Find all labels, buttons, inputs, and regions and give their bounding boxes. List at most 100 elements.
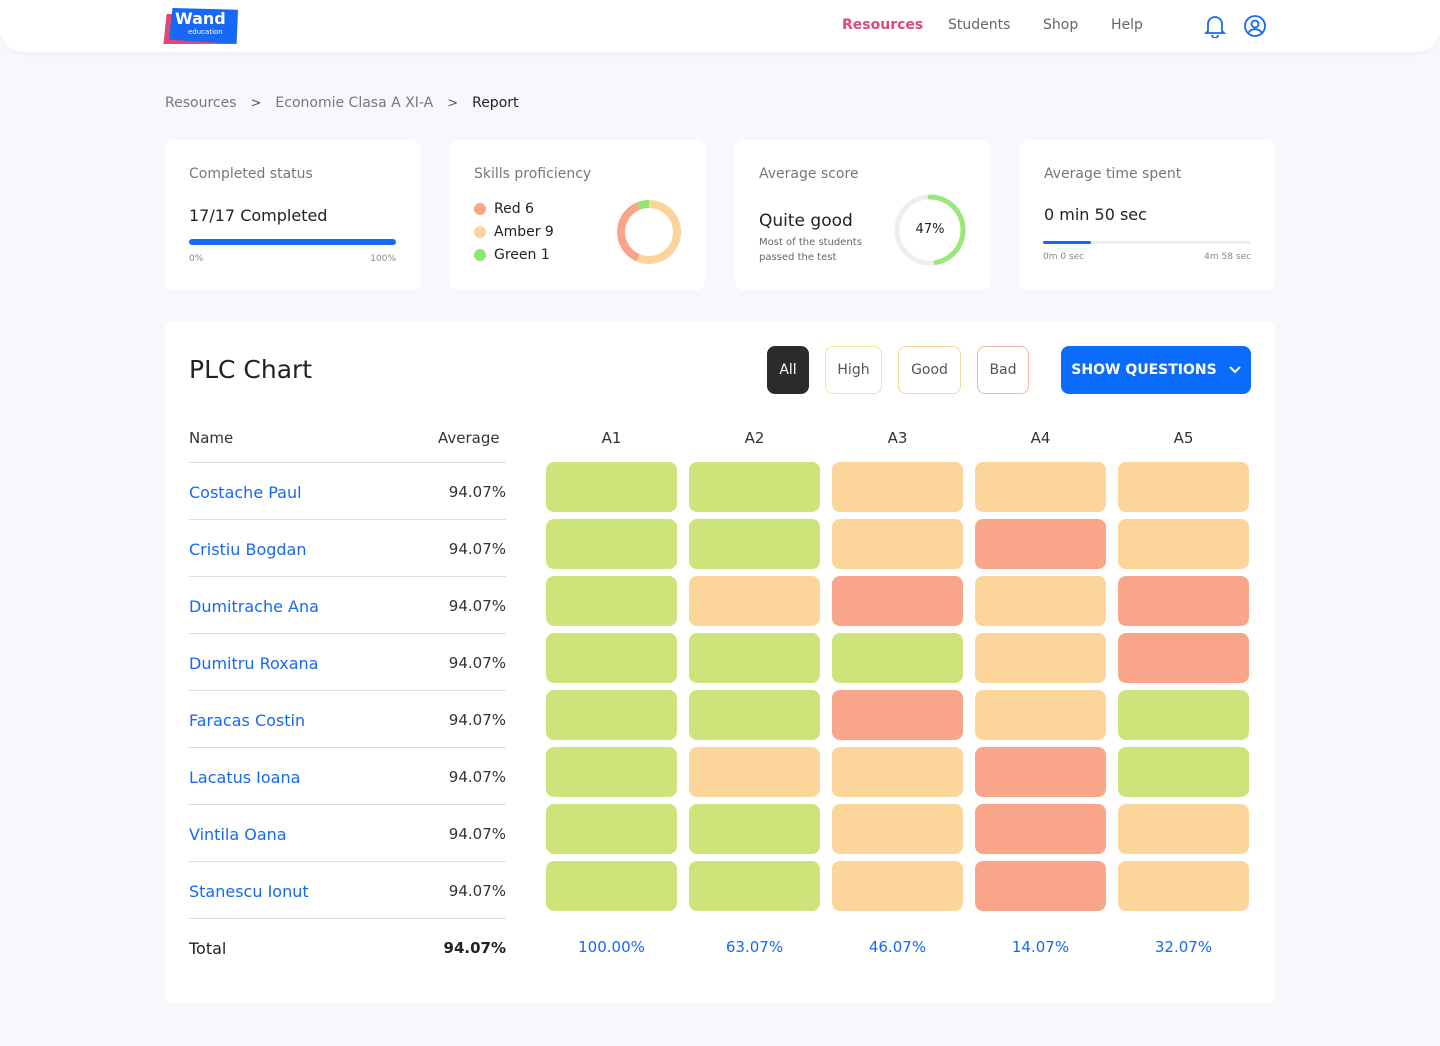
- question-total[interactable]: 14.07%: [1011, 938, 1070, 956]
- wand-logo[interactable]: Wand education: [163, 8, 238, 44]
- score-desc: Most of the students: [759, 237, 862, 248]
- column-header-a5: A5: [1173, 429, 1194, 447]
- score-cell[interactable]: [832, 462, 963, 512]
- completed-value: 17/17 Completed: [189, 206, 328, 225]
- filter-good[interactable]: Good: [898, 346, 961, 394]
- score-cell[interactable]: [546, 690, 677, 740]
- student-name-link[interactable]: Stanescu Ionut: [189, 882, 309, 901]
- legend-amber: Amber 9: [474, 224, 554, 240]
- score-cell[interactable]: [546, 861, 677, 911]
- student-average: 94.07%: [448, 483, 506, 501]
- score-cell[interactable]: [1118, 576, 1249, 626]
- total-row: Total 94.07%: [189, 918, 506, 978]
- score-cell[interactable]: [1118, 462, 1249, 512]
- bell-icon[interactable]: [1204, 14, 1226, 38]
- score-cell[interactable]: [689, 804, 820, 854]
- table-row: Costache Paul 94.07%: [189, 462, 506, 519]
- student-name-link[interactable]: Cristiu Bogdan: [189, 540, 307, 559]
- legend-red: Red 6: [474, 201, 534, 217]
- score-cell[interactable]: [832, 804, 963, 854]
- score-cell[interactable]: [975, 804, 1106, 854]
- plc-chart-panel: PLC Chart All High Good Bad SHOW QUESTIO…: [165, 322, 1275, 1003]
- time-value: 0 min 50 sec: [1044, 205, 1147, 224]
- ring-fill: [894, 194, 966, 266]
- nav-students[interactable]: Students: [948, 17, 1011, 33]
- question-total[interactable]: 63.07%: [725, 938, 784, 956]
- card-title: Average score: [759, 166, 859, 182]
- score-cell[interactable]: [546, 804, 677, 854]
- student-average: 94.07%: [448, 540, 506, 558]
- score-cell[interactable]: [975, 861, 1106, 911]
- score-cell[interactable]: [546, 576, 677, 626]
- score-cell[interactable]: [689, 462, 820, 512]
- score-cell[interactable]: [546, 633, 677, 683]
- card-title: Skills proficiency: [474, 166, 592, 182]
- button-label: SHOW QUESTIONS: [1071, 362, 1217, 378]
- score-cell[interactable]: [689, 576, 820, 626]
- score-cell[interactable]: [832, 861, 963, 911]
- score-cell[interactable]: [689, 690, 820, 740]
- score-cell[interactable]: [546, 462, 677, 512]
- chevron-down-icon: [1228, 366, 1241, 374]
- score-cell[interactable]: [975, 462, 1106, 512]
- score-cell[interactable]: [975, 633, 1106, 683]
- table-row: Dumitrache Ana 94.07%: [189, 576, 506, 633]
- nav-shop[interactable]: Shop: [1043, 17, 1079, 33]
- score-cell[interactable]: [832, 633, 963, 683]
- table-row: Faracas Costin 94.07%: [189, 690, 506, 747]
- user-profile-icon[interactable]: [1243, 14, 1267, 38]
- score-cell[interactable]: [546, 747, 677, 797]
- student-average: 94.07%: [448, 597, 506, 615]
- score-cell[interactable]: [975, 690, 1106, 740]
- breadcrumb-class[interactable]: Economie Clasa A XI-A: [275, 95, 434, 111]
- student-name-link[interactable]: Faracas Costin: [189, 711, 306, 730]
- filter-bad[interactable]: Bad: [977, 346, 1029, 394]
- table-row: Cristiu Bogdan 94.07%: [189, 519, 506, 576]
- score-cell[interactable]: [689, 861, 820, 911]
- score-cell[interactable]: [1118, 861, 1249, 911]
- score-cell[interactable]: [1118, 633, 1249, 683]
- score-cell[interactable]: [832, 747, 963, 797]
- score-cell[interactable]: [975, 747, 1106, 797]
- score-cell[interactable]: [1118, 747, 1249, 797]
- score-cell[interactable]: [975, 519, 1106, 569]
- score-cell[interactable]: [1118, 519, 1249, 569]
- nav-resources[interactable]: Resources: [842, 17, 924, 33]
- student-name-link[interactable]: Dumitru Roxana: [189, 654, 319, 673]
- student-name-link[interactable]: Lacatus Ioana: [189, 768, 301, 787]
- question-total[interactable]: 46.07%: [868, 938, 927, 956]
- total-label: Total: [189, 939, 227, 958]
- chevron-right-icon: >: [447, 95, 459, 111]
- student-name-link[interactable]: Costache Paul: [189, 483, 302, 502]
- nav-help[interactable]: Help: [1111, 17, 1143, 33]
- score-cell[interactable]: [689, 747, 820, 797]
- legend-green: Green 1: [474, 247, 550, 263]
- score-cell[interactable]: [832, 519, 963, 569]
- score-cell[interactable]: [546, 519, 677, 569]
- score-cell[interactable]: [1118, 804, 1249, 854]
- time-max: 4m 58 sec: [1204, 252, 1251, 262]
- card-title: Completed status: [189, 166, 313, 182]
- student-name-link[interactable]: Dumitrache Ana: [189, 597, 319, 616]
- breadcrumb: Resources > Economie Clasa A XI-A > Report: [165, 95, 519, 111]
- student-average: 94.07%: [448, 711, 506, 729]
- score-cell[interactable]: [832, 576, 963, 626]
- time-min: 0m 0 sec: [1043, 252, 1085, 262]
- column-header-a4: A4: [1030, 429, 1051, 447]
- question-total[interactable]: 100.00%: [578, 938, 645, 956]
- show-questions-button[interactable]: SHOW QUESTIONS: [1061, 346, 1251, 394]
- score-cell[interactable]: [689, 519, 820, 569]
- score-cell[interactable]: [689, 633, 820, 683]
- score-cell[interactable]: [1118, 690, 1249, 740]
- skills-proficiency-card: Skills proficiency Red 6 Amber 9 Green 1: [450, 140, 705, 290]
- filter-all[interactable]: All: [767, 346, 809, 394]
- breadcrumb-resources[interactable]: Resources: [165, 95, 237, 111]
- skills-donut-chart: [617, 200, 681, 264]
- student-name-link[interactable]: Vintila Oana: [189, 825, 287, 844]
- top-navbar: Wand education Resources Students Shop He…: [0, 0, 1440, 52]
- table-row: Dumitru Roxana 94.07%: [189, 633, 506, 690]
- filter-high[interactable]: High: [825, 346, 882, 394]
- question-total[interactable]: 32.07%: [1154, 938, 1213, 956]
- score-cell[interactable]: [832, 690, 963, 740]
- score-cell[interactable]: [975, 576, 1106, 626]
